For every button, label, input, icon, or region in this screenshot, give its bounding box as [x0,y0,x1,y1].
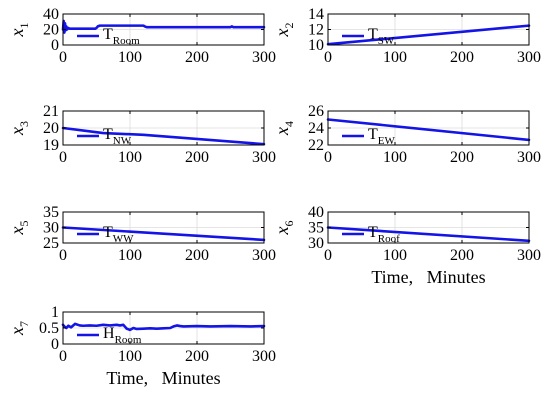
y-axis-label: x6 [272,221,296,236]
legend-entry: TSW [368,26,395,47]
x-tick-label: 100 [118,49,142,66]
y-tick-label: 24 [308,120,324,137]
y-tick-label: 1 [51,304,59,321]
y-axis-label: x4 [272,121,296,136]
legend-entry: TRoom [103,26,140,47]
y-tick-label: 10 [308,37,324,54]
x-tick-label: 200 [450,247,474,264]
legend-entry: TNW [103,126,132,147]
x-tick-label: 0 [324,149,332,166]
legend-entry: TEW [368,126,396,147]
y-tick-label: 19 [43,137,59,154]
x-tick-label: 200 [185,348,209,365]
y-tick-label: 35 [43,204,59,221]
y-tick-label: 35 [308,220,324,237]
legend-entry: TRoof [368,224,400,245]
x-tick-label: 300 [252,149,276,166]
y-tick-label: 25 [43,235,59,252]
x-tick-label: 100 [383,247,407,264]
x-tick-label: 300 [252,348,276,365]
legend-entry: HRoom [103,325,142,346]
y-tick-label: 0.5 [39,320,59,337]
x-tick-label: 200 [185,247,209,264]
x-tick-label: 0 [324,247,332,264]
y-tick-label: 0 [51,336,59,353]
x-tick-label: 200 [450,149,474,166]
legend-entry: TWW [103,224,134,245]
y-tick-label: 30 [308,235,324,252]
x-tick-label: 0 [59,247,67,264]
y-tick-label: 40 [43,6,59,23]
x-tick-label: 100 [383,149,407,166]
x-tick-label: 300 [252,49,276,66]
x-tick-label: 100 [118,247,142,264]
y-tick-label: 22 [308,137,324,154]
y-tick-label: 21 [43,103,59,120]
y-axis-label: x5 [7,221,31,236]
series-line [61,126,266,146]
x-axis-label: Time, Minutes [371,267,485,287]
series-line [326,24,531,46]
x-tick-label: 300 [517,247,541,264]
y-tick-label: 20 [43,120,59,137]
x-tick-label: 0 [324,49,332,66]
series-line [61,19,266,34]
subplot-7: 0 100 200 300 00.51 x7 HRoom Time, Minutes [7,304,276,388]
y-axis-label: x2 [272,23,296,38]
series-line [326,118,531,142]
x-axis-label: Time, Minutes [106,368,220,388]
y-axis-label: x7 [7,321,31,336]
x-tick-label: 200 [185,49,209,66]
x-tick-label: 300 [517,149,541,166]
series-line [61,322,266,332]
x-tick-label: 300 [252,247,276,264]
y-tick-label: 12 [308,22,324,39]
x-tick-label: 0 [59,149,67,166]
y-tick-label: 14 [308,6,324,23]
series-line [61,226,266,242]
x-tick-label: 0 [59,49,67,66]
y-tick-label: 0 [51,37,59,54]
y-tick-label: 20 [43,22,59,39]
y-tick-label: 40 [308,204,324,221]
x-tick-label: 0 [59,348,67,365]
series-line [326,226,531,243]
x-tick-label: 100 [118,348,142,365]
x-tick-label: 300 [517,49,541,66]
x-tick-label: 100 [383,49,407,66]
x-tick-label: 200 [185,149,209,166]
y-tick-label: 26 [308,103,324,120]
x-tick-label: 100 [118,149,142,166]
y-axis-label: x3 [7,121,31,136]
y-axis-label: x1 [7,23,31,38]
x-tick-label: 200 [450,49,474,66]
y-tick-label: 30 [43,220,59,237]
